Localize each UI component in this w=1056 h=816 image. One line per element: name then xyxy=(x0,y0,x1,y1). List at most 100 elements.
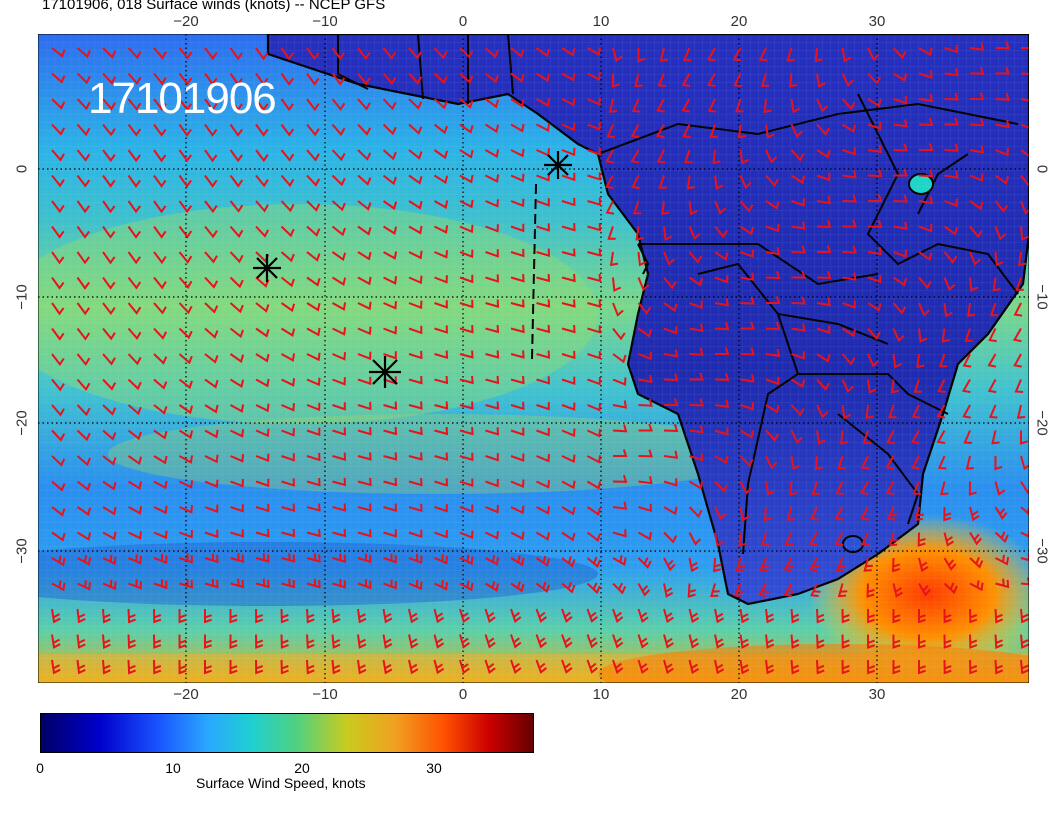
wind-barb-icon xyxy=(255,200,269,213)
wind-barb-icon xyxy=(682,47,692,62)
wind-barb-icon xyxy=(204,174,218,188)
wind-barb-icon xyxy=(890,379,900,394)
wind-barb-icon xyxy=(841,73,854,87)
wind-barb-icon xyxy=(684,149,693,164)
wind-barb-icon xyxy=(434,554,448,565)
wind-barb-icon xyxy=(988,328,997,343)
wind-barb-icon xyxy=(306,302,321,312)
wind-barb-icon xyxy=(255,428,270,438)
wind-barb-icon xyxy=(681,73,691,88)
wind-barb-icon xyxy=(656,149,666,164)
wind-barb-icon xyxy=(938,353,948,368)
wind-barb-icon xyxy=(536,248,551,257)
wind-barb-icon xyxy=(408,579,423,591)
wind-barb-icon xyxy=(484,608,496,624)
wind-barb-icon xyxy=(1020,226,1029,241)
wind-barb-icon xyxy=(357,376,372,386)
wind-barb-icon xyxy=(536,324,551,334)
wind-barb-icon xyxy=(127,123,142,137)
wind-barb-icon xyxy=(102,225,116,239)
wind-barb-icon xyxy=(357,200,372,211)
wind-barb-icon xyxy=(714,659,725,675)
wind-barb-icon xyxy=(408,350,423,360)
wind-barb-icon xyxy=(816,430,826,445)
wind-barb-icon xyxy=(510,324,525,334)
wind-barb-icon xyxy=(739,659,750,675)
wind-barb-icon xyxy=(892,583,903,598)
wind-barb-icon xyxy=(918,196,934,205)
wind-barb-icon xyxy=(561,480,576,490)
wind-barb-icon xyxy=(408,200,423,210)
wind-barb-icon xyxy=(331,47,346,61)
wind-barb-icon xyxy=(102,554,117,566)
wind-barb-icon xyxy=(860,506,869,521)
wind-barb-icon xyxy=(790,378,806,389)
wind-barb-icon xyxy=(153,327,168,340)
wind-barb-icon xyxy=(178,123,192,137)
wind-barb-icon xyxy=(987,353,997,368)
wind-barb-icon xyxy=(102,251,116,265)
wind-barb-icon xyxy=(631,175,640,190)
wind-barb-icon xyxy=(229,634,238,649)
wind-barb-icon xyxy=(153,579,168,590)
wind-barb-icon xyxy=(536,350,551,359)
wind-barb-icon xyxy=(536,480,550,489)
wind-barb-icon xyxy=(586,531,602,543)
wind-barb-icon xyxy=(178,98,193,112)
wind-barb-icon xyxy=(586,506,602,516)
wind-barb-icon xyxy=(607,226,616,240)
wind-barb-icon xyxy=(612,353,627,364)
wind-barb-icon xyxy=(969,173,984,182)
wind-barb-icon xyxy=(51,480,66,492)
lat-tick-left: −30 xyxy=(13,538,31,564)
wind-barb-icon xyxy=(688,251,703,264)
wind-barb-icon xyxy=(587,147,601,156)
wind-barb-icon xyxy=(786,506,795,521)
wind-barb-icon xyxy=(918,302,930,317)
wind-barb-icon xyxy=(810,583,821,597)
wind-barb-icon xyxy=(332,553,347,563)
wind-barb-icon xyxy=(714,427,729,436)
wind-barb-icon xyxy=(510,479,525,488)
colorbar-label: Surface Wind Speed, knots xyxy=(196,775,366,791)
wind-barb-icon xyxy=(765,124,775,139)
wind-barb-icon xyxy=(128,531,142,540)
wind-barb-icon xyxy=(612,302,624,317)
wind-barb-icon xyxy=(969,608,978,624)
wind-barb-icon xyxy=(51,580,66,592)
wind-barb-icon xyxy=(510,555,525,567)
wind-barb-icon xyxy=(867,220,883,229)
wind-barb-icon xyxy=(714,225,728,239)
wind-barb-icon xyxy=(434,580,448,591)
wind-barb-icon xyxy=(153,353,168,365)
wind-barb-icon xyxy=(1014,379,1024,393)
wind-barb-icon xyxy=(892,634,901,649)
cross-marker-icon xyxy=(253,151,572,388)
wind-barb-icon xyxy=(408,608,419,624)
wind-barb-icon xyxy=(886,506,898,521)
wind-barb-icon xyxy=(230,429,245,438)
wind-barb-icon xyxy=(408,98,423,110)
wind-barb-icon xyxy=(784,532,794,546)
wind-barb-icon xyxy=(204,553,219,564)
wind-map: 17101906 xyxy=(38,34,1029,683)
wind-barb-icon xyxy=(587,376,601,386)
wind-barb-icon xyxy=(867,121,882,130)
wind-barb-icon xyxy=(178,378,193,390)
wind-barb-icon xyxy=(382,225,398,235)
wind-barb-icon xyxy=(485,224,499,233)
wind-barb-icon xyxy=(331,225,346,237)
wind-barb-icon xyxy=(841,353,856,366)
wind-barb-icon xyxy=(280,302,296,313)
wind-barb-icon xyxy=(940,481,949,496)
wind-barb-icon xyxy=(102,47,117,59)
wind-barb-icon xyxy=(867,659,876,675)
wind-barb-icon xyxy=(892,609,901,624)
wind-barb-icon xyxy=(485,299,500,308)
wind-barb-icon xyxy=(688,506,703,519)
wind-barb-icon xyxy=(459,401,474,410)
wind-barb-icon xyxy=(357,326,372,336)
wind-barb-icon xyxy=(332,427,346,436)
wind-barb-icon xyxy=(943,277,956,292)
wind-barb-icon xyxy=(918,634,926,649)
